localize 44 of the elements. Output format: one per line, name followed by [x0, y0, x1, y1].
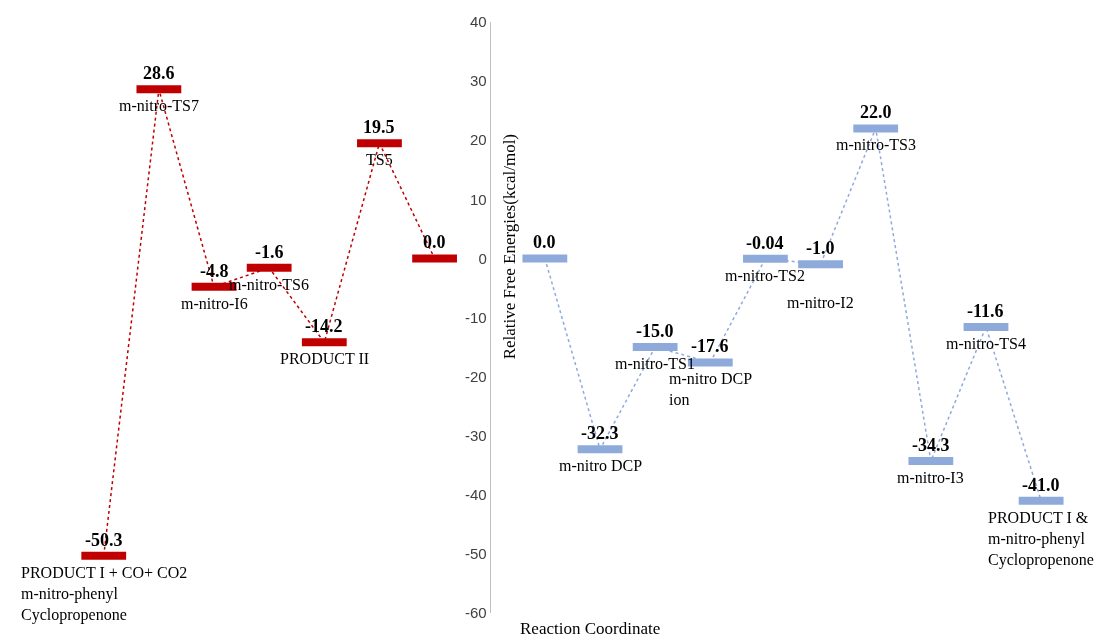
annotation: m-nitro-TS3: [836, 136, 916, 153]
y-tick-label: -10: [465, 308, 487, 326]
data-label: -50.3: [85, 530, 123, 550]
y-tick-label: 30: [470, 72, 487, 90]
y-tick-label: -20: [465, 367, 487, 385]
annotation: TS5: [366, 151, 393, 168]
x-axis-title: Reaction Coordinate: [520, 619, 661, 638]
data-label: 0.0: [423, 232, 446, 252]
annotation: PRODUCT I & m-nitro-phenyl Cyclopropenone: [988, 509, 1094, 569]
data-label: 19.5: [363, 117, 395, 137]
data-label: -32.3: [581, 423, 619, 443]
data-label: -14.2: [305, 316, 343, 336]
data-label: -41.0: [1022, 475, 1060, 495]
y-tick-label: 0: [478, 249, 487, 267]
data-label: -1.6: [255, 242, 284, 262]
data-label: 0.0: [533, 232, 556, 252]
data-label: -11.6: [967, 301, 1004, 321]
y-tick-label: 10: [470, 190, 487, 208]
data-label: -34.3: [912, 435, 950, 455]
annotation: m-nitro-I2: [787, 294, 854, 311]
annotation: m-nitro-TS1: [615, 355, 695, 372]
annotation: m-nitro DCP ion: [669, 370, 753, 408]
y-axis-title: Relative Free Energies(kcal/mol): [500, 133, 520, 360]
y-tick-label: -60: [465, 604, 487, 622]
annotation: m-nitro-I3: [897, 469, 964, 486]
data-label: 22.0: [860, 102, 892, 122]
data-label: -17.6: [691, 336, 729, 356]
data-label: -15.0: [636, 321, 674, 341]
data-label: -4.8: [200, 261, 229, 281]
y-tick-label: -30: [465, 426, 487, 444]
annotation: m-nitro-TS7: [119, 97, 199, 114]
y-tick-label: -40: [465, 486, 487, 504]
data-label: 28.6: [143, 63, 175, 83]
annotation: PRODUCT I + CO+ CO2 m-nitro-phenyl Cyclopropenone: [21, 564, 188, 624]
y-tick-label: 20: [470, 131, 487, 149]
annotation: m-nitro-I6: [181, 295, 248, 312]
annotation: m-nitro-TS2: [725, 267, 805, 284]
annotation: m-nitro-TS4: [946, 335, 1026, 352]
annotation: m-nitro DCP: [559, 457, 643, 474]
y-tick-label: 40: [470, 13, 487, 31]
data-label: -0.04: [746, 233, 784, 253]
y-tick-label: -50: [465, 545, 487, 563]
annotation: PRODUCT II: [280, 350, 370, 367]
data-label: -1.0: [806, 238, 835, 258]
